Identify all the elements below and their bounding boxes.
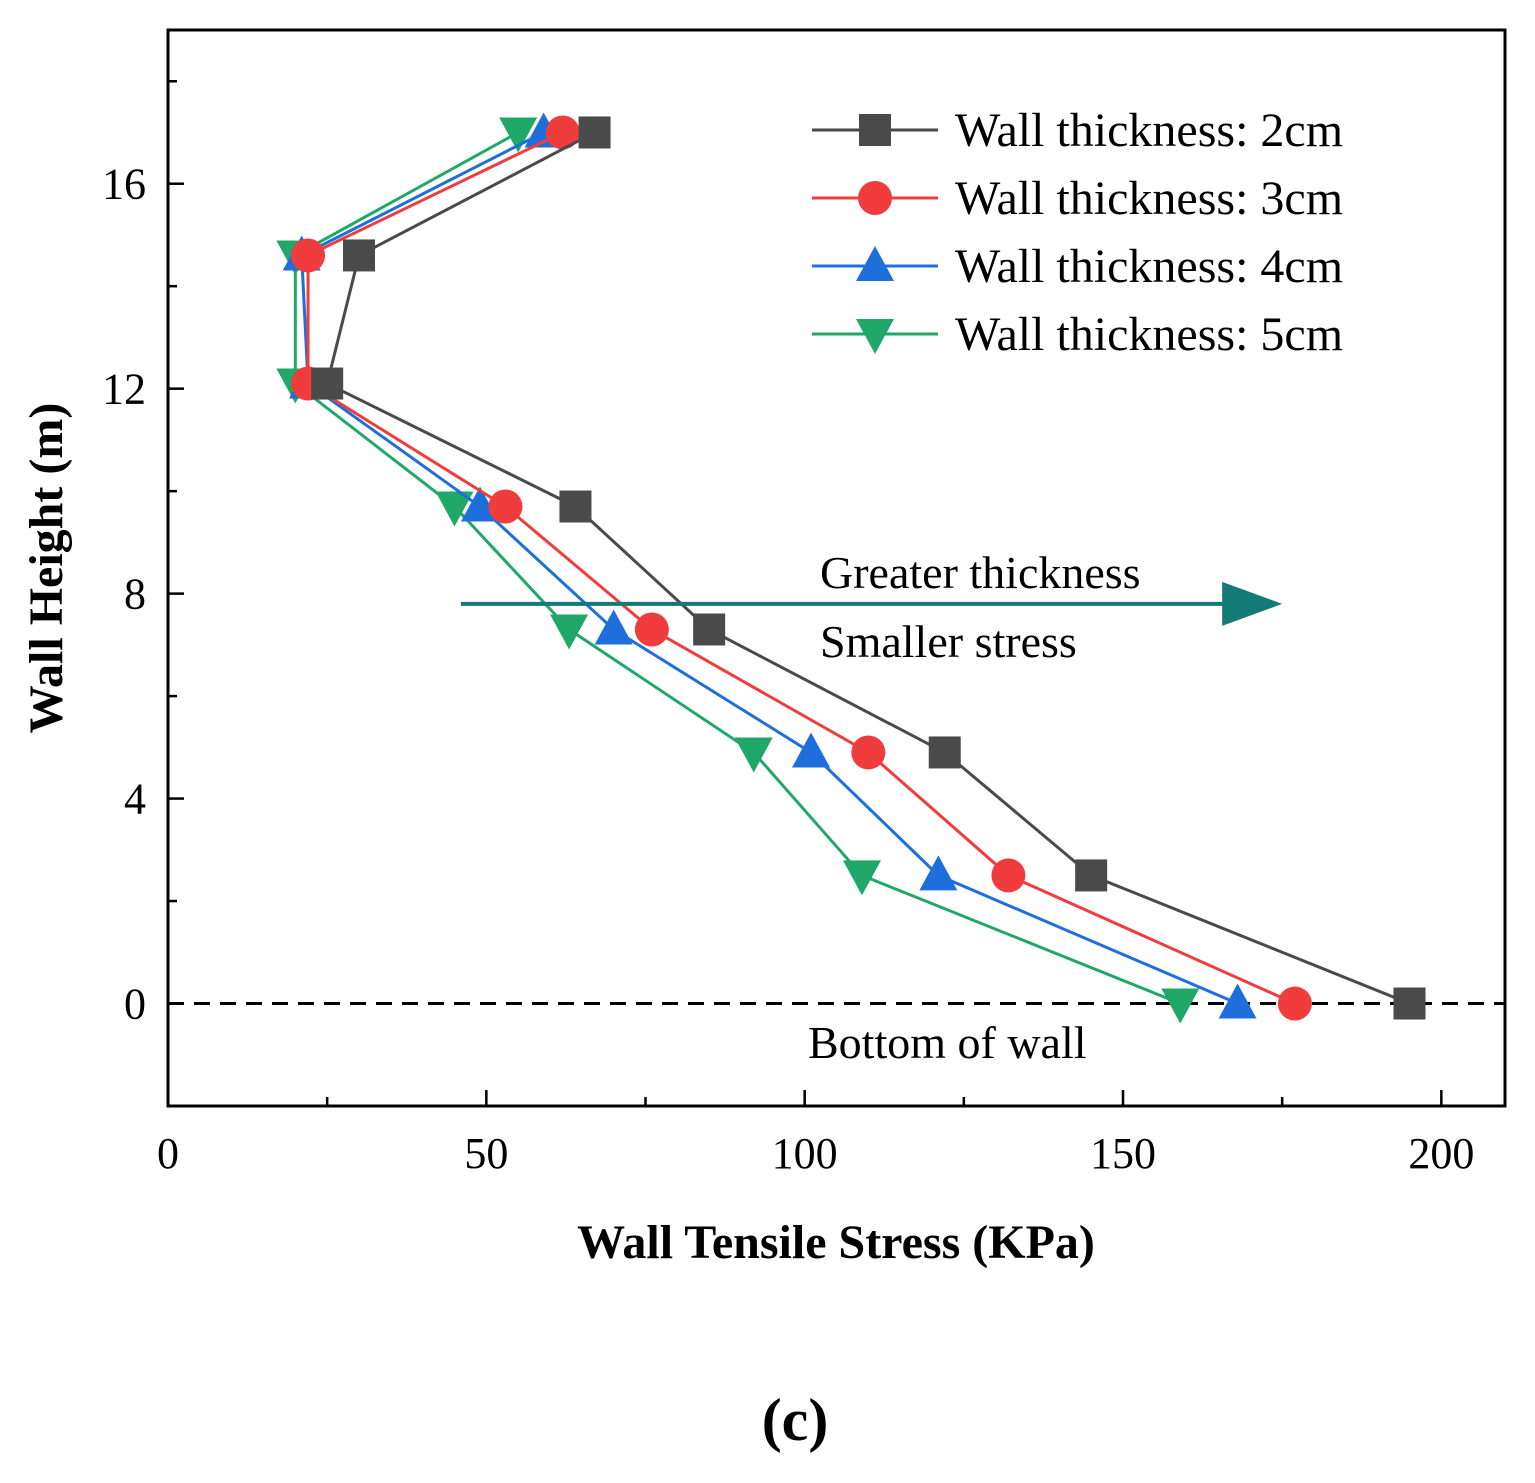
plot-frame	[166, 28, 1507, 1108]
data-point	[343, 239, 375, 272]
series-line	[293, 131, 1181, 1005]
axes: 0 50 100 150 200 0 4 8 12 16	[102, 28, 1507, 1178]
data-point	[851, 735, 886, 770]
data-point	[919, 855, 958, 891]
legend-label: Wall thickness: 3cm	[955, 172, 1343, 225]
x-tick-label: 0	[157, 1129, 179, 1178]
x-tick-label: 150	[1090, 1129, 1156, 1178]
series-line	[325, 131, 1411, 1005]
annotation-greater-thickness: Greater thickness	[820, 547, 1141, 598]
legend-marker	[859, 114, 891, 146]
series-wall-thickness-2cm	[311, 116, 1426, 1020]
data-point	[311, 367, 344, 400]
data-point	[488, 489, 523, 524]
legend-entry: Wall thickness: 3cm	[812, 172, 1343, 225]
data-point	[1161, 988, 1200, 1024]
x-tick-label: 200	[1408, 1129, 1474, 1178]
data-point	[693, 613, 726, 646]
data-point	[634, 612, 669, 647]
data-point	[1393, 987, 1426, 1020]
legend-label: Wall thickness: 4cm	[955, 240, 1343, 293]
series-line	[306, 131, 1296, 1005]
series-group	[276, 112, 1426, 1024]
data-point	[842, 860, 881, 896]
data-point	[499, 117, 538, 153]
series-wall-thickness-5cm	[276, 117, 1200, 1024]
legend-marker	[858, 181, 892, 215]
y-tick-label: 0	[124, 980, 146, 1029]
bottom-of-wall-label: Bottom of wall	[808, 1017, 1087, 1068]
series-line	[300, 131, 1239, 1005]
data-point	[435, 491, 474, 527]
y-tick-label: 8	[124, 570, 146, 619]
data-point	[578, 116, 611, 149]
data-point	[545, 115, 580, 150]
data-point	[1075, 859, 1108, 892]
legend-entry: Wall thickness: 5cm	[812, 308, 1343, 361]
x-axis-title: Wall Tensile Stress (KPa)	[577, 1216, 1095, 1269]
legend-entry: Wall thickness: 4cm	[812, 240, 1343, 293]
y-tick-label: 4	[124, 775, 146, 824]
y-axis-title: Wall Height (m)	[20, 403, 73, 734]
data-point	[792, 732, 831, 768]
data-point	[594, 609, 633, 645]
data-point	[1218, 983, 1257, 1019]
data-point	[460, 486, 499, 522]
data-point	[559, 490, 592, 523]
x-tick-label: 50	[464, 1129, 508, 1178]
data-point	[734, 737, 773, 773]
data-point	[291, 238, 326, 273]
x-tick-label: 100	[772, 1129, 838, 1178]
data-point	[1277, 986, 1312, 1021]
annotation-arrow-head	[1222, 581, 1283, 626]
data-point	[550, 614, 589, 650]
annotation-group: Greater thickness Smaller stress Bottom …	[460, 547, 1283, 1068]
series-wall-thickness-3cm	[291, 115, 1312, 1021]
data-point	[928, 736, 961, 769]
data-point	[991, 858, 1026, 893]
y-tick-label: 16	[102, 160, 146, 209]
legend-entry: Wall thickness: 2cm	[812, 104, 1343, 157]
legend-label: Wall thickness: 5cm	[955, 308, 1343, 361]
panel-label: (c)	[762, 1387, 829, 1453]
legend-marker	[856, 246, 894, 281]
legend: Wall thickness: 2cm Wall thickness: 3cm Wa…	[812, 104, 1343, 361]
annotation-smaller-stress: Smaller stress	[820, 616, 1077, 667]
legend-marker	[856, 319, 894, 354]
y-tick-label: 12	[102, 365, 146, 414]
legend-label: Wall thickness: 2cm	[955, 104, 1343, 157]
